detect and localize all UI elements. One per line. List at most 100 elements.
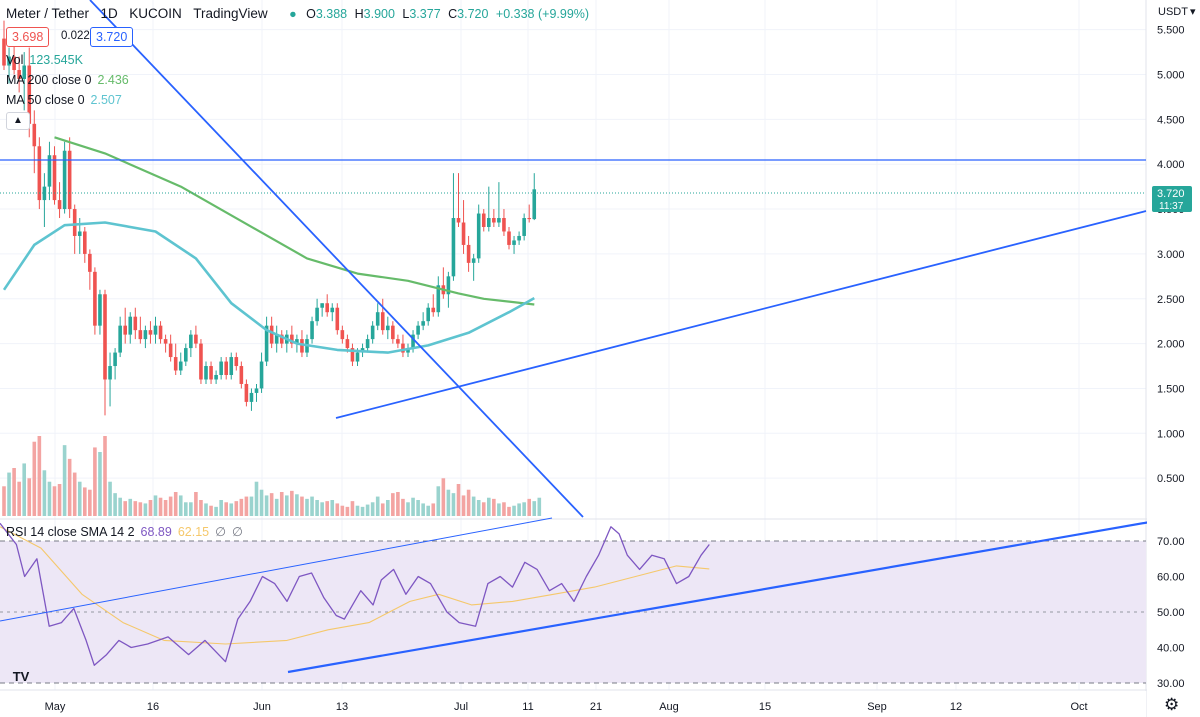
candle-body — [7, 56, 11, 66]
candle-body — [138, 330, 143, 340]
candle-body — [431, 307, 436, 313]
candle-body — [264, 325, 269, 362]
rsi-value: 68.89 — [140, 525, 172, 539]
ma200-legend[interactable]: MA 200 close 0 2.436 — [6, 73, 129, 87]
sell-price-button[interactable]: 3.698 — [6, 27, 50, 47]
volume-bar — [365, 504, 370, 516]
volume-bar — [214, 506, 218, 516]
ma200-line — [54, 136, 535, 306]
volume-bar — [537, 497, 542, 516]
candle-body — [259, 361, 264, 389]
candle-body — [507, 231, 511, 245]
candle-body — [517, 235, 521, 241]
rsi-legend[interactable]: RSI 14 close SMA 14 2 68.89 62.15 ∅ ∅ — [6, 524, 243, 539]
ma50-value: 2.507 — [90, 93, 122, 107]
volume-bar — [264, 495, 269, 516]
volume-bar — [148, 500, 153, 516]
chart-header: Meter / Tether 1D KUCOIN TradingView ● O… — [6, 6, 589, 21]
candle-body — [199, 343, 203, 380]
volume-bar — [360, 506, 365, 516]
rsi-trendline-lower — [287, 520, 1151, 674]
candle-body — [436, 285, 441, 313]
volume-value: 123.545K — [29, 53, 83, 67]
candle-body — [320, 303, 324, 308]
ohlc-high: 3.900 — [363, 7, 395, 21]
volume-bar — [512, 505, 516, 516]
volume-bar — [416, 500, 420, 516]
last-price-label: 3.720 — [1157, 188, 1185, 200]
candle-body — [274, 334, 279, 344]
ascending-trendline — [335, 210, 1147, 419]
buy-price-button[interactable]: 3.720 — [90, 27, 134, 47]
volume-bar — [507, 506, 511, 516]
volume-bar — [497, 503, 501, 516]
candle-body — [173, 357, 178, 371]
volume-bar — [47, 481, 52, 516]
trendline-drawings[interactable] — [0, 0, 1147, 518]
volume-bar — [32, 441, 37, 516]
candle-body — [461, 222, 466, 245]
time-tick-label: 21 — [590, 701, 602, 713]
price-tick-label: 2.000 — [1157, 339, 1185, 351]
ma200-value: 2.436 — [97, 73, 129, 87]
candle-body — [396, 339, 400, 344]
volume-bar — [456, 484, 461, 516]
candle-body — [98, 294, 102, 326]
volume-bar — [52, 486, 57, 516]
volume-label: Vol — [6, 53, 24, 67]
volume-bar — [305, 498, 309, 516]
candle-body — [42, 186, 47, 201]
volume-bar — [325, 501, 329, 516]
volume-bar — [391, 493, 395, 516]
ma50-legend[interactable]: MA 50 close 0 2.507 — [6, 93, 122, 107]
candle-body — [37, 146, 42, 201]
time-tick-label: 12 — [950, 701, 962, 713]
candle-body — [158, 325, 163, 340]
volume-bar — [173, 492, 178, 516]
volume-bar — [209, 505, 213, 516]
volume-bar — [98, 452, 102, 516]
candle-body — [52, 155, 57, 201]
candle-body — [143, 330, 148, 340]
time-tick-label: 13 — [336, 701, 348, 713]
chevron-down-icon: ▾ — [1190, 6, 1196, 18]
volume-bar — [123, 501, 127, 516]
chevron-up-icon[interactable]: ▲ — [6, 112, 30, 130]
volume-legend[interactable]: Vol 123.545K — [6, 53, 83, 67]
volume-bar — [476, 500, 481, 516]
time-tick-label: 16 — [147, 701, 159, 713]
volume-bar — [168, 496, 173, 516]
ma50-label: MA 50 close 0 — [6, 93, 85, 107]
volume-bar — [113, 493, 117, 516]
candle-body — [295, 339, 299, 344]
tradingview-logo-icon[interactable]: TV — [12, 669, 30, 684]
candle-body — [204, 366, 208, 380]
symbol-title[interactable]: Meter / Tether — [6, 6, 90, 21]
candle-body — [527, 218, 531, 220]
volume-bar — [259, 489, 264, 516]
ohlc-change: +0.338 (+9.99%) — [495, 7, 590, 21]
candle-body — [386, 325, 390, 331]
time-tick-label: Sep — [867, 701, 887, 713]
volume-bar — [522, 502, 526, 516]
volume-bar — [12, 468, 16, 516]
interval-label[interactable]: 1D — [100, 6, 118, 21]
volume-bar — [67, 458, 72, 516]
gear-icon[interactable]: ⚙ — [1164, 695, 1180, 714]
volume-bar — [229, 503, 234, 516]
candle-body — [2, 38, 6, 66]
volume-bar — [527, 498, 531, 516]
volume-bar — [77, 481, 82, 516]
candle-body — [229, 357, 234, 375]
volume-bar — [42, 470, 47, 516]
candle-body — [57, 200, 62, 210]
rsi-pane — [0, 517, 1151, 684]
candle-body — [249, 392, 254, 402]
time-tick-label: Jun — [253, 701, 271, 713]
candle-body — [219, 361, 223, 375]
candle-body — [88, 253, 92, 272]
candle-body — [466, 244, 471, 263]
descending-trendline — [89, 0, 584, 518]
